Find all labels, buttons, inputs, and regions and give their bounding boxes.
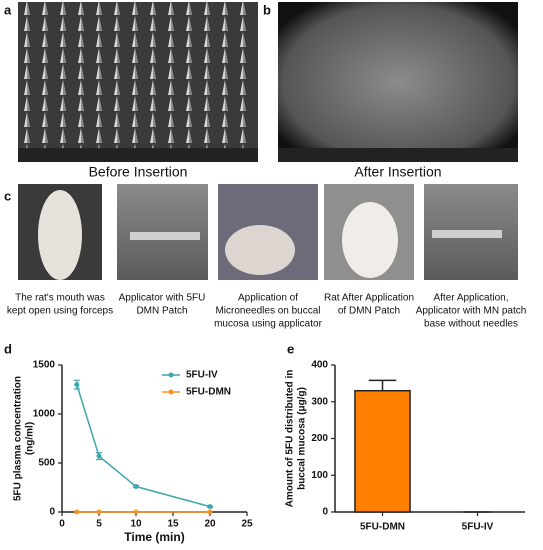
photo-detail xyxy=(130,232,200,240)
marker xyxy=(207,504,213,510)
y-tick-label: 300 xyxy=(311,396,328,407)
y-axis-label: (ng/ml) xyxy=(25,422,36,455)
y-axis-label: buccal mucosa (μg/g) xyxy=(297,387,308,490)
sem-image-after xyxy=(278,2,518,162)
photo-caption: base without needles xyxy=(424,319,518,330)
y-axis-label: 5FU plasma concentration xyxy=(13,376,24,501)
x-tick-label: 5 xyxy=(96,519,102,530)
photo-caption: Rat After Application xyxy=(324,293,414,304)
photo-caption: Application of xyxy=(238,293,298,304)
x-tick-label: 25 xyxy=(241,519,253,530)
y-tick-label: 1000 xyxy=(33,409,56,420)
sem-image-before xyxy=(18,2,258,162)
photo-detail xyxy=(38,190,82,280)
bar xyxy=(354,389,411,513)
legend-label: 5FU-DMN xyxy=(186,387,231,398)
marker xyxy=(133,484,139,490)
error-bar xyxy=(368,379,397,391)
y-tick-label: 0 xyxy=(49,507,55,518)
panel-label: b xyxy=(263,2,271,17)
legend-marker xyxy=(168,389,174,395)
photo-caption: Microneedles on buccal xyxy=(215,306,320,317)
y-tick-label: 100 xyxy=(311,470,328,481)
y-tick-label: 1500 xyxy=(33,360,56,371)
x-tick-label: 20 xyxy=(204,519,216,530)
photo-caption: The rat's mouth was xyxy=(15,293,105,304)
photo-caption: of DMN Patch xyxy=(338,306,400,317)
panel-label: c xyxy=(4,188,11,203)
marker xyxy=(207,509,213,515)
image-caption: Before Insertion xyxy=(89,164,188,180)
y-tick-label: 200 xyxy=(311,433,328,444)
marker xyxy=(96,453,102,459)
x-tick-label: 5FU-DMN xyxy=(360,522,405,533)
series-line xyxy=(76,384,211,508)
panel-label: d xyxy=(4,341,12,356)
panel-label: e xyxy=(287,341,294,356)
sem-info-bar xyxy=(18,148,258,162)
y-tick-label: 500 xyxy=(38,458,55,469)
marker xyxy=(133,509,139,515)
photo-caption: Applicator with 5FU xyxy=(119,293,206,304)
photo-caption: mucosa using applicator xyxy=(214,319,323,330)
x-tick-label: 0 xyxy=(59,519,65,530)
y-axis-label: Amount of 5FU distributed in xyxy=(285,370,296,508)
x-tick-label: 5FU-IV xyxy=(462,522,494,533)
photo-caption: Applicator with MN patch xyxy=(416,306,527,317)
marker xyxy=(96,509,102,515)
x-tick-label: 15 xyxy=(167,519,179,530)
x-tick-label: 10 xyxy=(130,519,142,530)
image-caption: After Insertion xyxy=(354,164,441,180)
marker xyxy=(74,382,80,388)
photo-caption: kept open using forceps xyxy=(7,306,113,317)
photos xyxy=(18,184,518,280)
photo-caption: After Application, xyxy=(433,293,508,304)
sem-info-bar xyxy=(278,148,518,162)
x-axis-label: Time (min) xyxy=(124,530,184,544)
photo-detail xyxy=(432,230,502,238)
legend-label: 5FU-IV xyxy=(186,370,218,381)
photo-detail xyxy=(342,202,398,278)
panel-label: a xyxy=(4,2,12,17)
y-tick-label: 0 xyxy=(322,507,328,518)
photo-detail xyxy=(225,225,295,275)
y-tick-label: 400 xyxy=(311,360,328,371)
photo-caption: DMN Patch xyxy=(136,306,187,317)
legend-marker xyxy=(168,372,174,378)
marker xyxy=(74,509,80,515)
